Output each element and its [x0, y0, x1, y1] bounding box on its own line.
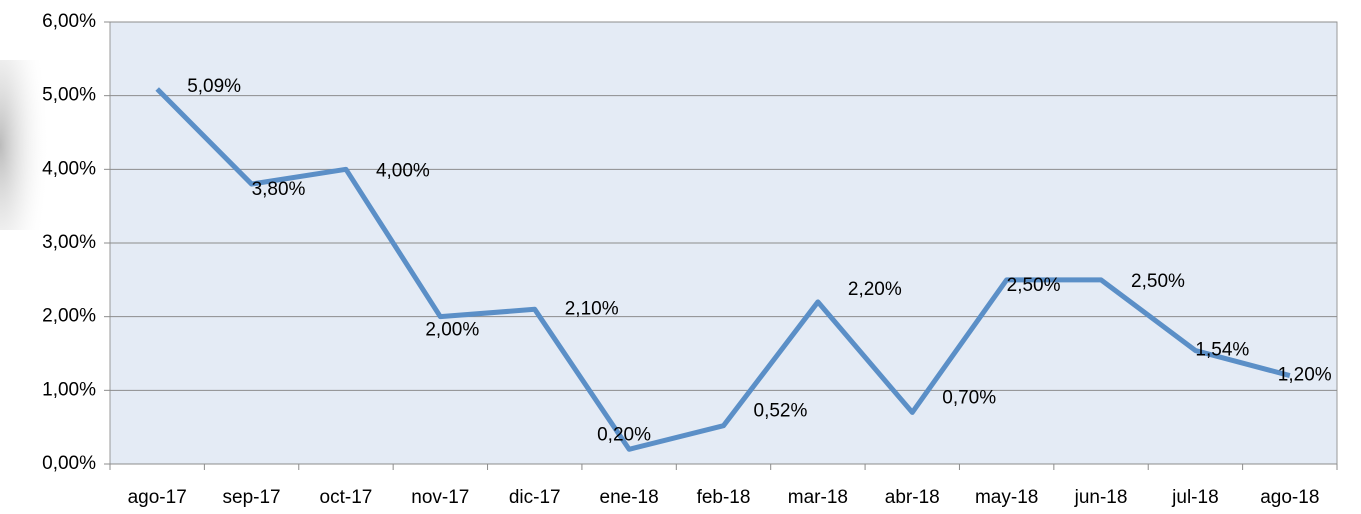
y-tick-label: 5,00%	[42, 85, 96, 106]
x-tick-label: sep-17	[223, 487, 281, 508]
data-label: 1,20%	[1278, 365, 1332, 386]
y-tick-label: 0,00%	[42, 453, 96, 474]
x-tick-label: ene-18	[600, 487, 659, 508]
x-tick-label: feb-18	[697, 487, 751, 508]
decoration	[0, 60, 50, 230]
data-label: 2,50%	[1007, 275, 1061, 296]
data-label: 2,50%	[1131, 271, 1185, 292]
data-label: 1,54%	[1195, 340, 1249, 361]
y-tick-label: 1,00%	[42, 379, 96, 400]
x-tick-label: jun-18	[1074, 487, 1128, 508]
x-tick-label: oct-17	[320, 487, 373, 508]
y-tick-label: 4,00%	[42, 158, 96, 179]
x-tick-label: may-18	[975, 487, 1038, 508]
y-tick-label: 6,00%	[42, 11, 96, 32]
y-tick-label: 3,00%	[42, 232, 96, 253]
data-label: 3,80%	[252, 179, 306, 200]
x-tick-label: ago-18	[1260, 487, 1319, 508]
data-label: 2,20%	[848, 279, 902, 300]
data-label: 4,00%	[376, 160, 430, 181]
y-tick-label: 2,00%	[42, 306, 96, 327]
data-label: 0,70%	[942, 387, 996, 408]
line	[155, 87, 1291, 452]
data-label: 2,00%	[425, 320, 479, 341]
x-tick-label: abr-18	[885, 487, 940, 508]
data-label: 2,10%	[565, 298, 619, 319]
data-label: 5,09%	[187, 76, 241, 97]
x-tick-label: jul-18	[1171, 487, 1218, 508]
data-label: 0,20%	[597, 424, 651, 445]
x-tick-label: nov-17	[411, 487, 469, 508]
x-tick-label: mar-18	[788, 487, 848, 508]
x-tick-label: ago-17	[128, 487, 187, 508]
x-tick-label: dic-17	[509, 487, 561, 508]
data-label: 0,52%	[754, 401, 808, 422]
